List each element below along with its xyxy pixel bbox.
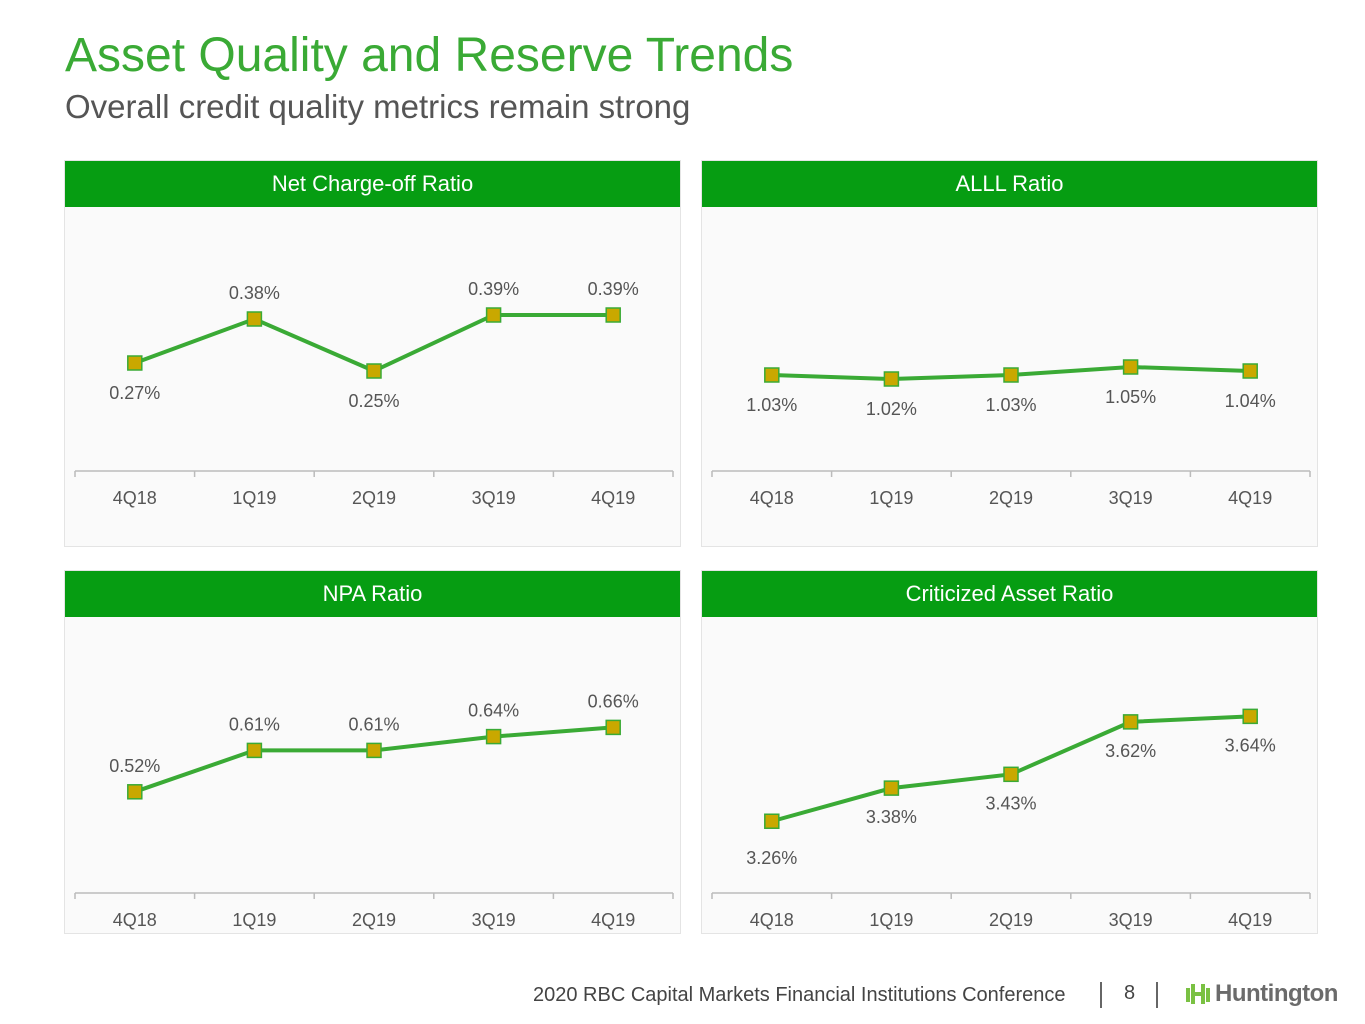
chart-title: Net Charge-off Ratio bbox=[65, 161, 680, 207]
footer-divider bbox=[1100, 982, 1102, 1008]
data-label: 0.39% bbox=[468, 279, 519, 299]
chart-title: Criticized Asset Ratio bbox=[702, 571, 1317, 617]
data-label: 3.26% bbox=[746, 848, 797, 868]
logo-text: Huntington bbox=[1215, 980, 1338, 1007]
x-tick-label: 3Q19 bbox=[1109, 910, 1153, 930]
x-tick-label: 2Q19 bbox=[352, 488, 396, 508]
x-tick-label: 1Q19 bbox=[232, 910, 276, 930]
page-number: 8 bbox=[1124, 982, 1136, 1004]
data-point bbox=[127, 355, 143, 371]
data-point bbox=[366, 363, 382, 379]
huntington-logo: Huntington bbox=[1185, 980, 1338, 1008]
data-point bbox=[883, 371, 900, 387]
alll-chart: 4Q18 1Q19 2Q19 3Q19 4Q19 1.03% 1.02% 1.03% 1.05%… bbox=[711, 359, 1311, 508]
data-label: 0.27% bbox=[109, 383, 160, 403]
x-tick-label: 4Q18 bbox=[113, 488, 157, 508]
data-point bbox=[246, 742, 263, 759]
x-tick-label: 2Q19 bbox=[989, 488, 1033, 508]
data-label: 1.04% bbox=[1225, 391, 1276, 411]
data-label: 0.66% bbox=[588, 691, 639, 711]
footer-conference: 2020 RBC Capital Markets Financial Insti… bbox=[533, 984, 1066, 1006]
data-label: 1.03% bbox=[746, 395, 797, 415]
x-tick-label: 4Q18 bbox=[113, 910, 157, 930]
data-point bbox=[605, 307, 621, 323]
x-tick-label: 4Q19 bbox=[1228, 488, 1272, 508]
data-point bbox=[485, 728, 502, 745]
data-label: 0.61% bbox=[229, 714, 280, 734]
data-label: 3.64% bbox=[1225, 735, 1276, 755]
x-tick-label: 3Q19 bbox=[472, 910, 516, 930]
x-tick-label: 4Q19 bbox=[591, 910, 635, 930]
data-point bbox=[1242, 363, 1258, 379]
chart-panel-npa: NPA Ratio 4Q18 1Q19 2Q19 3Q19 4Q19 0.52% 0.61%… bbox=[64, 570, 681, 934]
page-title: Asset Quality and Reserve Trends bbox=[65, 29, 794, 82]
x-tick-label: 1Q19 bbox=[232, 488, 276, 508]
series-line bbox=[134, 313, 614, 374]
x-tick-label: 2Q19 bbox=[989, 910, 1033, 930]
data-label: 3.43% bbox=[985, 793, 1036, 813]
data-point bbox=[1003, 367, 1019, 383]
data-point bbox=[127, 784, 143, 800]
data-point bbox=[764, 367, 780, 383]
data-label: 3.62% bbox=[1105, 741, 1156, 761]
x-tick-label: 4Q18 bbox=[750, 910, 794, 930]
x-tick-label: 3Q19 bbox=[472, 488, 516, 508]
data-label: 0.64% bbox=[468, 701, 519, 721]
chart-panel-criticized-asset: Criticized Asset Ratio 4Q18 1Q19 2Q19 3Q19 4… bbox=[701, 570, 1318, 934]
x-tick-label: 2Q19 bbox=[352, 910, 396, 930]
data-point bbox=[485, 307, 502, 323]
data-point bbox=[246, 311, 263, 327]
chart-title: ALLL Ratio bbox=[702, 161, 1317, 207]
x-tick-label: 4Q19 bbox=[1228, 910, 1272, 930]
data-label: 0.61% bbox=[348, 714, 399, 734]
data-label: 0.39% bbox=[588, 279, 639, 299]
x-tick-label: 1Q19 bbox=[869, 488, 913, 508]
data-point bbox=[883, 780, 900, 796]
data-point bbox=[1122, 714, 1139, 730]
x-tick-label: 4Q18 bbox=[750, 488, 794, 508]
data-label: 1.02% bbox=[866, 399, 917, 419]
data-point bbox=[1242, 708, 1258, 725]
chart-title: NPA Ratio bbox=[65, 571, 680, 617]
data-point bbox=[1122, 359, 1139, 375]
data-label: 1.05% bbox=[1105, 387, 1156, 407]
x-tick-label: 4Q19 bbox=[591, 488, 635, 508]
data-label: 0.38% bbox=[229, 283, 280, 303]
npa-chart: 4Q18 1Q19 2Q19 3Q19 4Q19 0.52% 0.61% 0.61% 0.64%… bbox=[74, 691, 674, 930]
x-tick-label: 1Q19 bbox=[869, 910, 913, 930]
page-subtitle: Overall credit quality metrics remain st… bbox=[65, 88, 691, 125]
data-label: 3.38% bbox=[866, 807, 917, 827]
data-label: 0.52% bbox=[109, 756, 160, 776]
chart-panel-net-charge-off: Net Charge-off Ratio 4Q18 1Q19 2Q19 3Q19 4Q1… bbox=[64, 160, 681, 547]
huntington-logo-icon bbox=[1186, 984, 1210, 1004]
data-point bbox=[366, 742, 382, 759]
series-line bbox=[134, 725, 614, 794]
data-label: 1.03% bbox=[985, 395, 1036, 415]
footer-divider bbox=[1156, 982, 1158, 1008]
data-point bbox=[605, 719, 621, 736]
net-charge-off-chart: 4Q18 1Q19 2Q19 3Q19 4Q19 0.27% 0.38% 0.25% 0.39%… bbox=[74, 279, 674, 508]
data-label: 0.25% bbox=[348, 391, 399, 411]
x-tick-label: 3Q19 bbox=[1109, 488, 1153, 508]
chart-panel-alll: ALLL Ratio 4Q18 1Q19 2Q19 3Q19 4Q19 1.03% 1.02… bbox=[701, 160, 1318, 547]
data-point bbox=[764, 813, 780, 829]
criticized-asset-chart: 4Q18 1Q19 2Q19 3Q19 4Q19 3.26% 3.38% 3.43% 3.62%… bbox=[711, 708, 1311, 930]
data-point bbox=[1003, 766, 1019, 783]
